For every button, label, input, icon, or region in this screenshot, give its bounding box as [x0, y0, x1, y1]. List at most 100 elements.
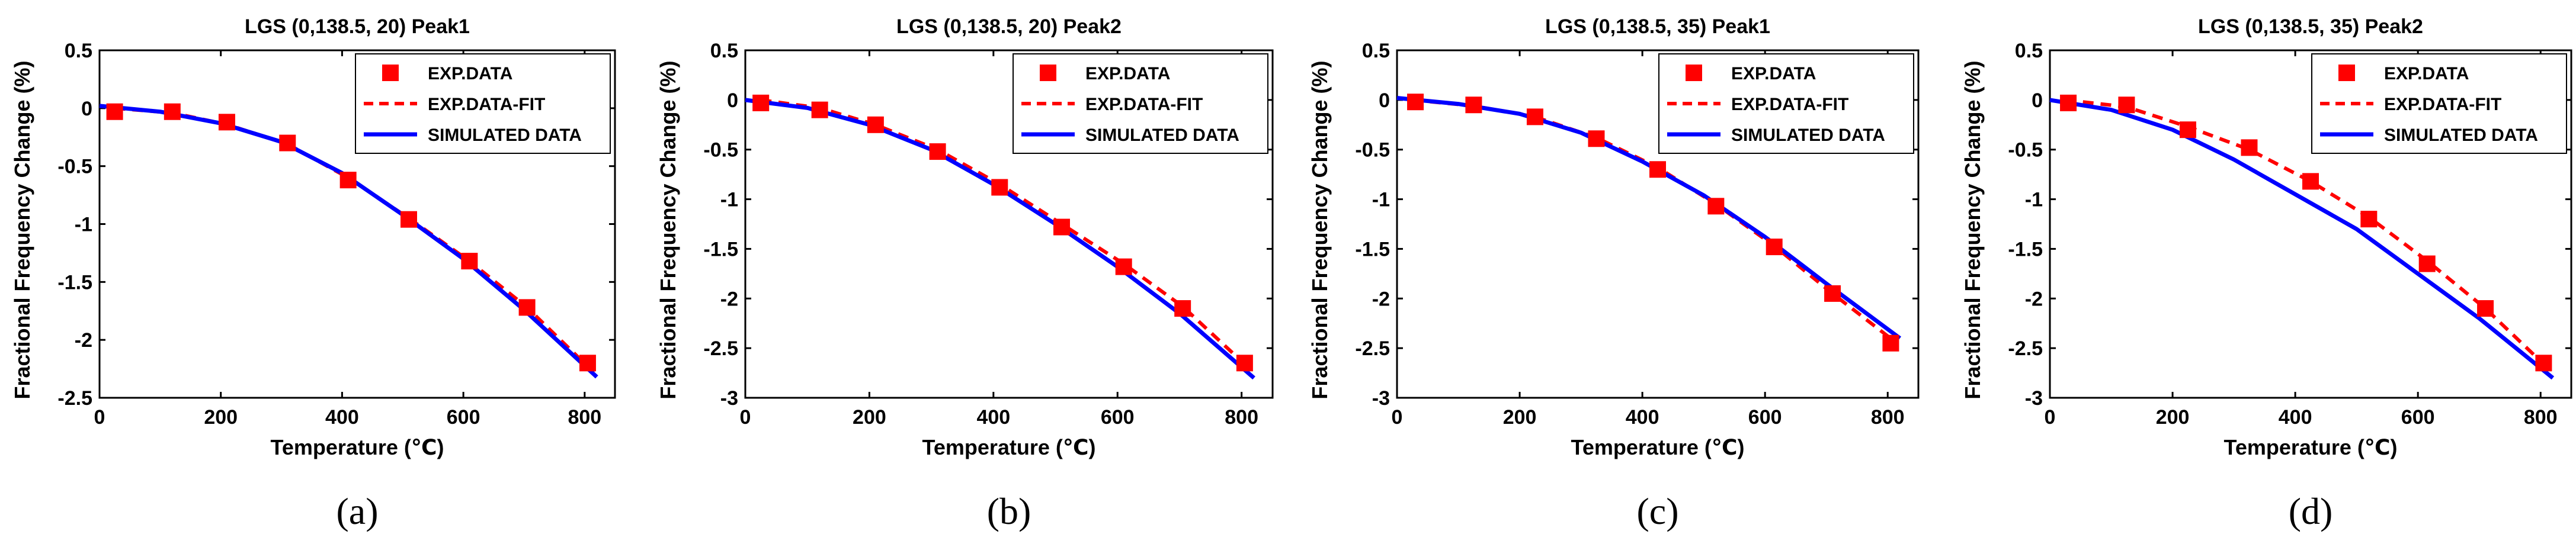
x-tick-label: 0	[2045, 406, 2056, 429]
y-tick-label: -1.5	[1355, 238, 1390, 260]
exp-data-point	[1824, 285, 1841, 302]
exp-data-point	[1115, 258, 1132, 275]
x-tick-label: 200	[853, 406, 886, 429]
exp-data-point	[339, 172, 357, 189]
exp-data-point	[1766, 239, 1783, 256]
exp-data-point	[1465, 96, 1482, 114]
exp-data-point	[1053, 218, 1070, 236]
exp-data-point	[2535, 355, 2552, 372]
x-tick-label: 800	[1225, 406, 1258, 429]
x-tick-label: 0	[94, 406, 105, 429]
x-tick-label: 200	[2156, 406, 2190, 429]
legend-entry-label: EXP.DATA	[2384, 64, 2469, 83]
legend-entry-label: SIMULATED DATA	[1085, 125, 1239, 145]
exp-data-point	[218, 114, 235, 131]
exp-data-point	[518, 299, 536, 316]
y-tick-label: -1	[2025, 189, 2043, 211]
chart-panel-2: LGS (0,138.5, 20) Peak2 0 200 400 600 800 -3 -2…	[656, 15, 1274, 532]
x-tick-label: 800	[2524, 406, 2558, 429]
legend-entry-label: SIMULATED DATA	[1731, 125, 1885, 145]
y-tick-label: -0.5	[57, 156, 92, 178]
exp-data-point	[2477, 300, 2494, 317]
panel-caption: (d)	[2289, 490, 2333, 532]
y-axis-label: Fractional Frequency Change (%)	[1308, 60, 1332, 399]
exp-data-point	[2241, 139, 2258, 156]
legend-entry-label: SIMULATED DATA	[2384, 125, 2538, 145]
x-axis-label: Temperature (℃)	[1571, 435, 1745, 459]
legend-entry-label: EXP.DATA-FIT	[2384, 95, 2501, 114]
legend-entry-label: EXP.DATA-FIT	[1085, 95, 1203, 114]
y-tick-label: -2	[75, 329, 92, 352]
chart-title: LGS (0,138.5, 35) Peak2	[2198, 15, 2423, 38]
y-tick-label: -2	[2025, 288, 2043, 310]
y-tick-label: -1.5	[2008, 238, 2043, 260]
x-tick-label: 200	[204, 406, 238, 429]
y-tick-label: -1	[1372, 189, 1390, 211]
y-tick-label: -2.5	[2008, 337, 2043, 360]
x-tick-label: 200	[1503, 406, 1537, 429]
y-tick-label: -1	[75, 214, 92, 236]
legend-entry-label: EXP.DATA	[1731, 64, 1816, 83]
y-tick-label: -0.5	[703, 139, 738, 162]
chart-title: LGS (0,138.5, 20) Peak1	[245, 15, 470, 38]
x-tick-label: 800	[1871, 406, 1905, 429]
x-tick-label: 400	[1626, 406, 1659, 429]
y-tick-label: -2	[720, 288, 738, 310]
exp-data-point	[1588, 130, 1605, 147]
y-tick-label: -2.5	[57, 387, 92, 410]
exp-data-point	[106, 103, 123, 120]
y-axis-label: Fractional Frequency Change (%)	[656, 60, 680, 399]
legend-entry-label: EXP.DATA	[428, 64, 512, 83]
chart-title: LGS (0,138.5, 20) Peak2	[896, 15, 1122, 38]
x-tick-label: 0	[1392, 406, 1403, 429]
legend-entry-label: EXP.DATA-FIT	[1731, 95, 1848, 114]
exp-data-point	[401, 211, 417, 228]
y-tick-label: -2	[1372, 288, 1390, 310]
y-tick-label: -2.5	[703, 337, 738, 360]
chart-panel-4: LGS (0,138.5, 35) Peak2 0 200 400 600 800 -3 -2…	[1960, 15, 2572, 532]
exp-data-point	[1174, 300, 1191, 317]
y-tick-label: -1.5	[57, 271, 92, 294]
y-tick-label: 0	[81, 98, 92, 120]
exp-data-point	[991, 179, 1008, 196]
exp-data-point	[867, 116, 884, 133]
x-axis-label: Temperature (℃)	[271, 435, 444, 459]
exp-data-point	[1882, 334, 1899, 352]
x-tick-label: 400	[325, 406, 359, 429]
x-axis-label: Temperature (℃)	[922, 435, 1096, 459]
y-tick-label: -3	[1372, 387, 1390, 410]
y-tick-label: 0.5	[1362, 40, 1390, 62]
legend-entry-label: EXP.DATA-FIT	[428, 95, 545, 114]
x-tick-label: 0	[740, 406, 751, 429]
y-tick-label: 0	[2032, 89, 2043, 112]
y-tick-label: 0	[1379, 89, 1390, 112]
legend-marker-exp	[1686, 65, 1702, 81]
exp-data-point	[811, 101, 828, 118]
exp-data-point	[2179, 121, 2196, 139]
x-axis-label: Temperature (℃)	[2224, 435, 2398, 459]
exp-data-point	[1407, 94, 1424, 111]
y-tick-label: 0.5	[710, 40, 738, 62]
y-axis-label: Fractional Frequency Change (%)	[1960, 60, 1985, 399]
y-tick-label: -3	[720, 387, 738, 410]
x-tick-label: 600	[1101, 406, 1135, 429]
legend-entry-label: SIMULATED DATA	[428, 125, 582, 145]
exp-data-point	[2360, 211, 2378, 228]
exp-data-point	[1526, 108, 1543, 125]
exp-data-point	[1236, 355, 1253, 372]
x-tick-label: 400	[2279, 406, 2312, 429]
x-tick-label: 600	[1748, 406, 1782, 429]
legend-marker-exp	[2338, 65, 2355, 81]
x-tick-label: 600	[447, 406, 480, 429]
chart-panel-3: LGS (0,138.5, 35) Peak1 0 200 400 600 800 -3 -2…	[1308, 15, 1920, 532]
exp-data-point	[164, 103, 181, 120]
legend-marker-exp	[1040, 65, 1056, 81]
chart-title: LGS (0,138.5, 35) Peak1	[1545, 15, 1770, 38]
legend-marker-exp	[382, 65, 399, 81]
y-axis-label: Fractional Frequency Change (%)	[10, 60, 34, 399]
exp-data-point	[461, 253, 478, 270]
panel-caption: (b)	[987, 490, 1031, 532]
exp-data-point	[579, 355, 596, 372]
